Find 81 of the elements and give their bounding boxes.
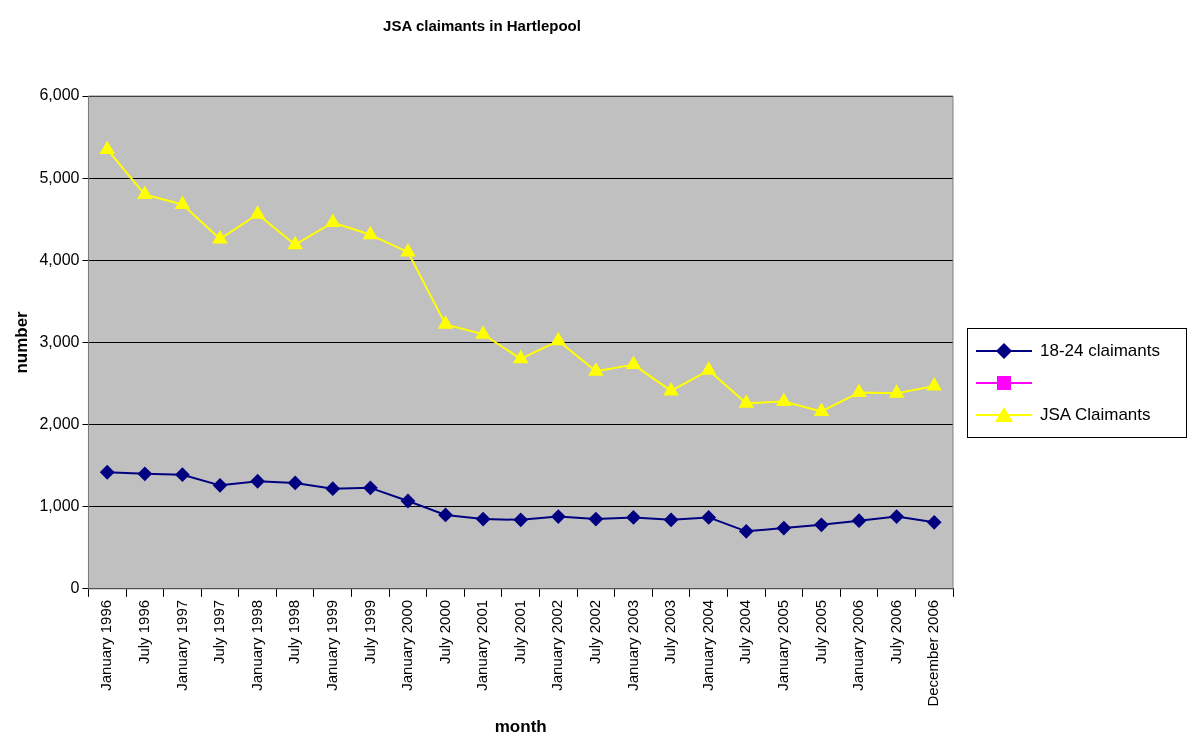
point xyxy=(814,517,829,532)
point xyxy=(814,403,829,416)
x-tick-label: July 2000 xyxy=(435,599,453,665)
point xyxy=(851,384,867,398)
point xyxy=(400,244,416,257)
point xyxy=(137,186,152,200)
y-tick-label: 2,000 xyxy=(39,414,80,432)
point xyxy=(739,395,754,408)
x-tick-label: July 1998 xyxy=(285,599,303,665)
point xyxy=(175,467,190,482)
x-tick-label: July 2002 xyxy=(586,599,604,665)
point xyxy=(325,214,340,227)
point xyxy=(588,512,603,527)
point xyxy=(288,475,303,490)
point xyxy=(664,382,679,396)
x-tick-label: January 1997 xyxy=(172,599,190,691)
point xyxy=(175,196,190,209)
point xyxy=(889,509,904,524)
point xyxy=(513,512,528,527)
point xyxy=(476,512,491,527)
legend-label: JSA Claimants xyxy=(1040,405,1151,425)
x-tick-label: July 2004 xyxy=(736,599,754,665)
chart-title: JSA claimants in Hartlepool xyxy=(383,17,581,35)
point xyxy=(438,507,453,522)
x-tick-label: July 1997 xyxy=(210,599,228,665)
y-tick-label: 0 xyxy=(70,579,80,597)
x-tick-label: December 2006 xyxy=(924,599,942,707)
point xyxy=(400,493,415,508)
x-tick-label: July 1999 xyxy=(360,599,378,665)
point xyxy=(701,510,716,525)
x-axis-title: month xyxy=(494,717,547,737)
point xyxy=(438,316,453,329)
point xyxy=(250,474,265,489)
point xyxy=(100,141,115,154)
point xyxy=(551,509,566,524)
x-tick-label: January 2002 xyxy=(548,599,566,691)
point xyxy=(213,478,227,493)
point xyxy=(363,480,378,495)
x-tick-label: January 2005 xyxy=(773,599,791,691)
point xyxy=(100,465,115,480)
y-tick-label: 1,000 xyxy=(39,497,80,515)
x-tick-label: January 1998 xyxy=(247,599,265,691)
point xyxy=(626,356,641,370)
point xyxy=(927,377,942,391)
point xyxy=(325,481,340,496)
point xyxy=(476,326,491,339)
y-axis-title: number xyxy=(11,310,31,374)
y-tick-label: 5,000 xyxy=(39,168,80,186)
y-tick-label: 3,000 xyxy=(39,332,80,350)
point xyxy=(852,513,867,528)
point xyxy=(776,521,791,536)
point xyxy=(137,466,152,481)
x-tick-label: July 1996 xyxy=(134,599,152,665)
x-tick-label: July 2003 xyxy=(661,599,679,665)
point xyxy=(551,332,566,346)
point xyxy=(889,385,904,398)
point xyxy=(626,510,641,525)
point xyxy=(664,512,679,527)
point xyxy=(739,524,754,539)
point xyxy=(588,363,603,376)
x-tick-label: January 2001 xyxy=(473,599,491,691)
point xyxy=(776,393,791,407)
point xyxy=(363,226,378,240)
point xyxy=(212,230,228,244)
x-tick-label: July 2006 xyxy=(886,599,904,665)
x-tick-label: January 1999 xyxy=(322,599,340,691)
x-tick-label: January 2006 xyxy=(849,599,867,691)
point xyxy=(288,236,303,250)
x-tick-label: January 2003 xyxy=(623,599,641,691)
point xyxy=(927,515,942,530)
legend-label: 18-24 claimants xyxy=(1040,341,1161,361)
y-tick-label: 6,000 xyxy=(39,86,80,104)
x-tick-label: January 2004 xyxy=(698,599,716,691)
point xyxy=(701,362,716,375)
x-tick-label: January 2000 xyxy=(398,599,416,691)
y-tick-label: 4,000 xyxy=(39,250,80,268)
x-tick-label: January 1996 xyxy=(97,599,115,691)
x-tick-label: July 2001 xyxy=(510,599,528,665)
x-tick-label: July 2005 xyxy=(811,599,829,665)
point xyxy=(250,206,265,219)
point xyxy=(513,350,528,364)
